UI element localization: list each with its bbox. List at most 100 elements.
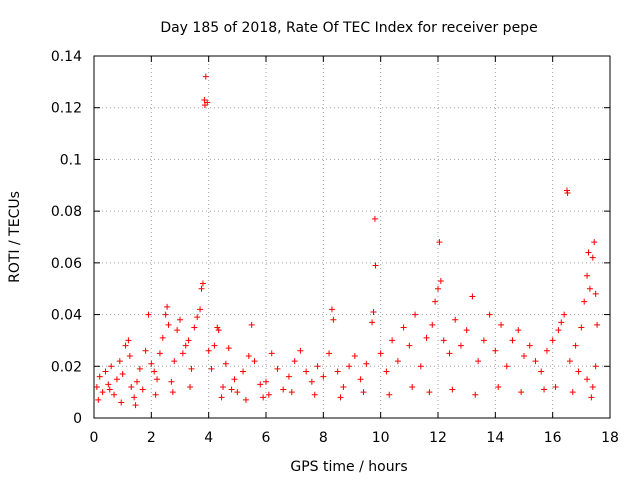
y-tick-label: 0.02	[51, 359, 82, 375]
data-point	[503, 363, 510, 370]
data-point	[154, 376, 161, 383]
data-point	[586, 285, 593, 292]
data-point	[228, 386, 235, 393]
data-point	[171, 358, 178, 365]
data-point	[584, 376, 591, 383]
data-point	[165, 321, 172, 328]
data-point	[457, 342, 464, 349]
y-tick-label: 0.1	[60, 152, 82, 168]
data-point	[280, 386, 287, 393]
data-point	[417, 363, 424, 370]
data-point	[515, 327, 522, 334]
y-tick-label: 0.08	[51, 204, 82, 220]
data-point	[108, 363, 115, 370]
data-point	[199, 280, 206, 287]
data-point	[220, 383, 226, 390]
y-tick-label: 0.12	[51, 101, 82, 117]
data-point	[99, 389, 106, 396]
data-point	[201, 96, 208, 103]
data-point	[191, 324, 198, 331]
data-point	[370, 308, 377, 315]
data-point	[423, 334, 430, 341]
x-tick-label: 12	[429, 430, 447, 446]
data-point	[429, 321, 436, 328]
data-point	[204, 99, 211, 106]
data-point	[142, 347, 149, 354]
data-point	[268, 350, 275, 357]
data-point	[469, 293, 476, 300]
data-point	[585, 249, 592, 256]
data-point	[303, 368, 310, 375]
data-point	[234, 389, 241, 396]
data-point	[231, 376, 238, 383]
data-point	[558, 319, 565, 326]
data-point	[194, 314, 201, 321]
data-point	[248, 321, 255, 328]
chart-title: Day 185 of 2018, Rate Of TEC Index for r…	[160, 20, 537, 36]
data-point	[591, 239, 598, 246]
data-point	[118, 399, 125, 406]
data-point	[162, 311, 169, 318]
x-tick-label: 2	[147, 430, 156, 446]
data-point	[113, 376, 120, 383]
data-point	[369, 319, 376, 326]
data-point	[360, 389, 367, 396]
data-point	[156, 350, 163, 357]
data-point	[245, 352, 252, 359]
grid-lines	[94, 56, 610, 418]
data-point	[330, 316, 337, 323]
plot-frame	[93, 55, 611, 419]
data-point	[205, 347, 212, 354]
data-point	[437, 277, 444, 284]
data-point	[263, 378, 269, 385]
data-point	[406, 342, 413, 349]
data-point	[452, 316, 459, 323]
x-tick-label: 6	[262, 430, 271, 446]
data-point	[93, 383, 100, 390]
data-point	[377, 350, 384, 357]
data-point	[564, 190, 571, 197]
data-point	[449, 386, 456, 393]
data-point	[132, 402, 139, 409]
data-point	[480, 337, 487, 344]
data-point	[188, 365, 195, 372]
data-point	[225, 345, 232, 352]
data-point	[214, 324, 221, 331]
data-point	[240, 368, 247, 375]
data-point	[394, 358, 401, 365]
data-point	[569, 389, 576, 396]
data-point	[145, 311, 152, 318]
data-point	[440, 337, 447, 344]
data-point	[561, 311, 568, 318]
data-point	[386, 391, 393, 398]
data-point	[541, 386, 548, 393]
data-point	[363, 360, 370, 367]
data-point	[179, 350, 186, 357]
data-point	[122, 342, 129, 349]
data-point	[498, 321, 505, 328]
data-point	[564, 187, 570, 194]
data-point	[532, 358, 539, 365]
data-point	[486, 311, 493, 318]
data-point	[588, 394, 595, 401]
data-point	[340, 383, 347, 390]
data-point	[435, 285, 441, 292]
data-point	[495, 383, 502, 390]
y-axis-label: ROTI / TECUs	[7, 191, 23, 283]
data-point	[592, 363, 599, 370]
data-point	[96, 373, 103, 380]
data-point	[509, 337, 516, 344]
data-point	[297, 347, 304, 354]
data-point	[164, 303, 171, 310]
data-point	[182, 342, 189, 349]
y-tick-label: 0	[73, 411, 82, 427]
data-point	[222, 360, 229, 367]
data-point	[575, 368, 582, 375]
data-point	[589, 383, 596, 390]
data-point	[320, 373, 327, 380]
data-point	[555, 327, 562, 334]
x-tick-label: 16	[544, 430, 562, 446]
data-point	[383, 368, 390, 375]
data-point	[125, 337, 132, 344]
x-axis-label: GPS time / hours	[290, 459, 407, 475]
